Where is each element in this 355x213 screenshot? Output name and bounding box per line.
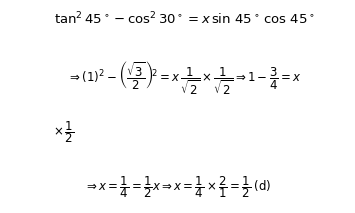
Text: $\Rightarrow (1)^2 - \left(\dfrac{\sqrt{3}}{2}\right)^{\!2} = x\,\dfrac{1}{\sqrt: $\Rightarrow (1)^2 - \left(\dfrac{\sqrt{… (67, 60, 302, 97)
Text: $\times\,\dfrac{1}{2}$: $\times\,\dfrac{1}{2}$ (53, 119, 75, 145)
Text: $\Rightarrow x = \dfrac{1}{4} = \dfrac{1}{2}x \Rightarrow x = \dfrac{1}{4} \time: $\Rightarrow x = \dfrac{1}{4} = \dfrac{1… (84, 175, 271, 200)
Text: $\tan^2 45^\circ - \cos^2 30^\circ = x\,\sin\,45^\circ\,\cos\,45^\circ$: $\tan^2 45^\circ - \cos^2 30^\circ = x\,… (54, 11, 315, 27)
